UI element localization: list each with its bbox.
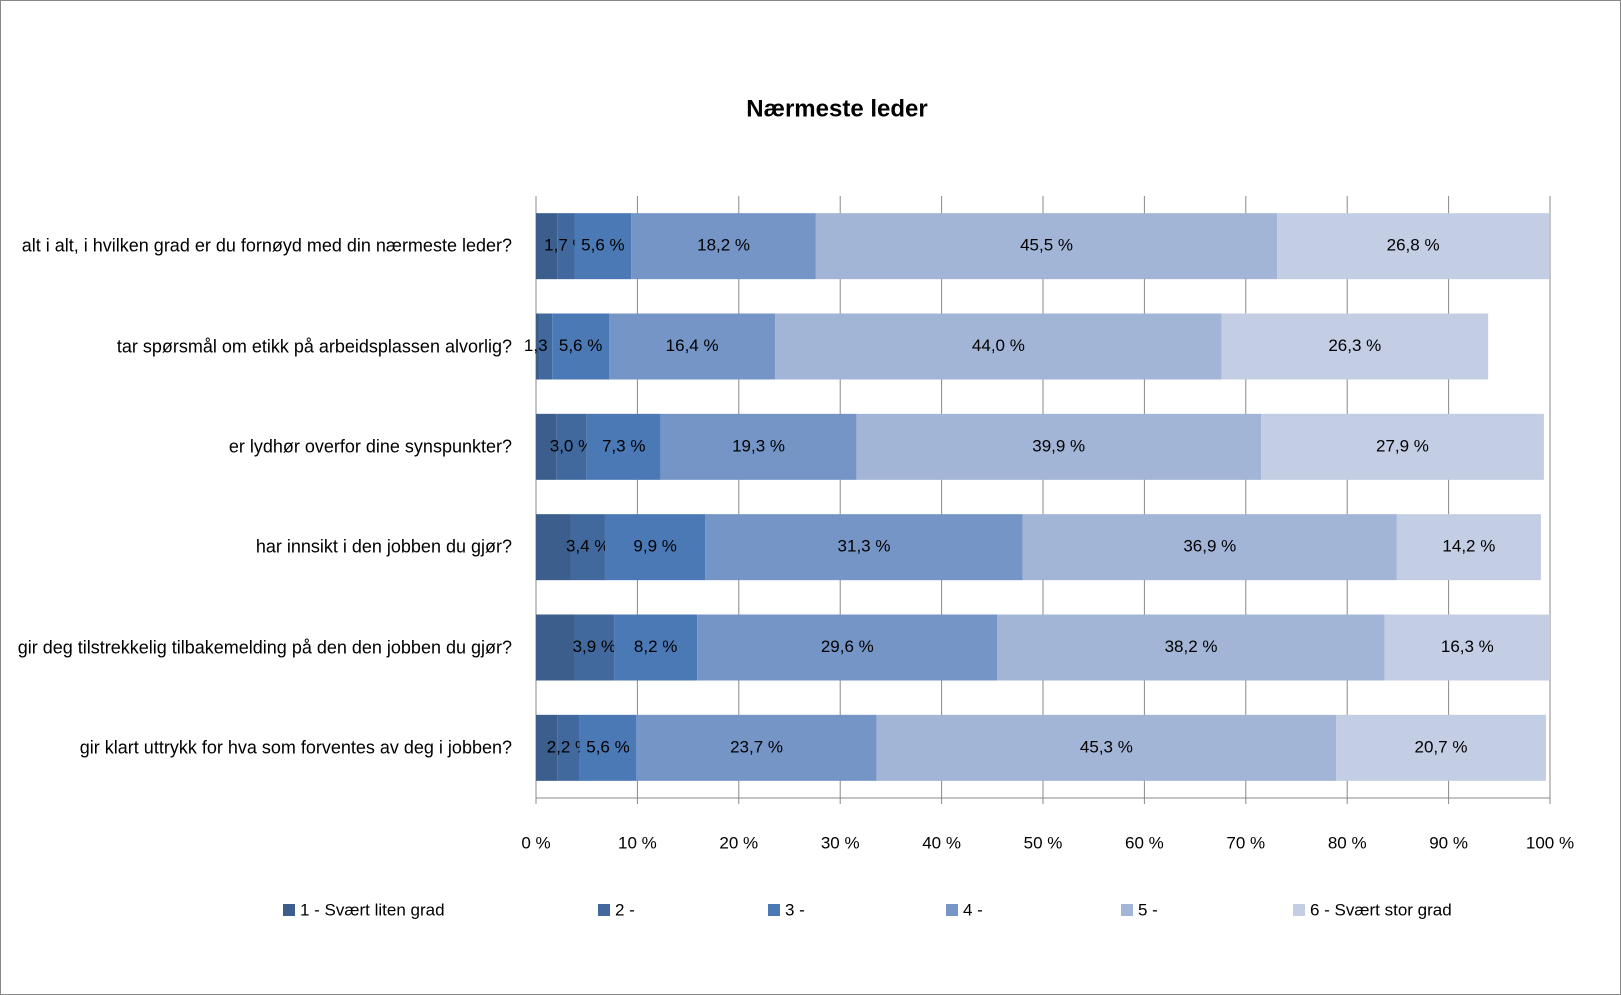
legend-swatch bbox=[598, 904, 610, 916]
category-label: har innsikt i den jobben du gjør? bbox=[255, 536, 512, 557]
data-label: 36,9 % bbox=[1183, 537, 1236, 556]
x-tick-label: 0 % bbox=[521, 833, 550, 852]
legend-label: 3 - bbox=[785, 900, 805, 919]
bar-segment bbox=[856, 413, 1262, 480]
x-tick-label: 20 % bbox=[719, 833, 758, 852]
legend-label: 4 - bbox=[963, 900, 983, 919]
data-label: 45,3 % bbox=[1080, 737, 1133, 756]
bar-segment bbox=[705, 514, 1023, 581]
data-label: 19,3 % bbox=[732, 436, 785, 455]
data-label: 16,3 % bbox=[1441, 637, 1494, 656]
data-label: 5,6 % bbox=[581, 236, 624, 255]
legend-label: 5 - bbox=[1138, 900, 1158, 919]
x-tick-label: 90 % bbox=[1429, 833, 1468, 852]
bar-segment bbox=[614, 614, 698, 681]
category-label: gir deg tilstrekkelig tilbakemelding på … bbox=[17, 637, 512, 657]
data-label: 39,9 % bbox=[1032, 436, 1085, 455]
bar-segment bbox=[604, 514, 706, 581]
legend-label: 2 - bbox=[615, 900, 635, 919]
legend-swatch bbox=[283, 904, 295, 916]
x-tick-label: 80 % bbox=[1328, 833, 1367, 852]
bar-segment bbox=[536, 614, 575, 681]
data-label: 20,7 % bbox=[1415, 737, 1468, 756]
legend-swatch bbox=[946, 904, 958, 916]
data-label: 16,4 % bbox=[666, 336, 719, 355]
bar-segment bbox=[1384, 614, 1550, 681]
x-tick-label: 70 % bbox=[1226, 833, 1265, 852]
bar-segment bbox=[539, 313, 553, 380]
bar-segment bbox=[574, 614, 615, 681]
data-label: 45,5 % bbox=[1020, 236, 1073, 255]
bar-segment bbox=[1261, 413, 1544, 480]
data-label: 3,4 % bbox=[566, 537, 609, 556]
legend-label: 1 - Svært liten grad bbox=[300, 900, 445, 919]
x-tick-label: 30 % bbox=[821, 833, 860, 852]
bar-segment bbox=[631, 213, 816, 280]
data-label: 2,2 % bbox=[547, 737, 590, 756]
data-label: 18,2 % bbox=[697, 236, 750, 255]
bar-segment bbox=[636, 714, 877, 781]
bar-segment bbox=[1022, 514, 1397, 581]
category-label: gir klart uttrykk for hva som forventes … bbox=[79, 737, 512, 758]
x-tick-label: 40 % bbox=[922, 833, 961, 852]
bar-segment bbox=[997, 614, 1385, 681]
bar-segment bbox=[1277, 213, 1549, 280]
bar-segment bbox=[552, 313, 610, 380]
data-label: 23,7 % bbox=[730, 737, 783, 756]
bar-segment bbox=[536, 413, 557, 480]
data-label: 9,9 % bbox=[633, 537, 676, 556]
data-label: 3,9 % bbox=[573, 637, 616, 656]
data-label: 29,6 % bbox=[821, 637, 874, 656]
bar-segment bbox=[536, 714, 558, 781]
data-label: 5,6 % bbox=[559, 336, 602, 355]
category-label: er lydhør overfor dine synspunkter? bbox=[228, 436, 512, 457]
chart-title: Nærmeste leder bbox=[746, 95, 927, 122]
bar-segment bbox=[697, 614, 998, 681]
bar-segment bbox=[556, 413, 587, 480]
bar-segment bbox=[1336, 714, 1546, 781]
data-label: 26,3 % bbox=[1328, 336, 1381, 355]
category-label: tar spørsmål om etikk på arbeidsplassen … bbox=[116, 336, 512, 356]
legend-swatch bbox=[1293, 904, 1305, 916]
bar-segment bbox=[775, 313, 1222, 380]
bar-segment bbox=[536, 213, 558, 280]
legend-swatch bbox=[768, 904, 780, 916]
legend-label: 6 - Svært stor grad bbox=[1310, 900, 1452, 919]
bar-segment bbox=[876, 714, 1337, 781]
legend-swatch bbox=[1121, 904, 1133, 916]
bar-segment bbox=[586, 413, 661, 480]
data-label: 14,2 % bbox=[1442, 537, 1495, 556]
data-label: 8,2 % bbox=[634, 637, 677, 656]
data-label: 26,8 % bbox=[1387, 236, 1440, 255]
data-label: 38,2 % bbox=[1165, 637, 1218, 656]
bar-segment bbox=[570, 514, 605, 581]
bar-segment bbox=[815, 213, 1278, 280]
bar-segment bbox=[574, 213, 632, 280]
x-tick-label: 100 % bbox=[1526, 833, 1574, 852]
data-label: 3,0 % bbox=[550, 436, 593, 455]
data-label: 5,6 % bbox=[586, 737, 629, 756]
bar-segment bbox=[536, 313, 540, 380]
bar-segment bbox=[557, 213, 575, 280]
x-tick-label: 10 % bbox=[618, 833, 657, 852]
bar-segment bbox=[1221, 313, 1489, 380]
bar-segment bbox=[609, 313, 776, 380]
data-label: 44,0 % bbox=[972, 336, 1025, 355]
bar-segment bbox=[536, 514, 571, 581]
bar-segment bbox=[1396, 514, 1541, 581]
x-tick-label: 60 % bbox=[1125, 833, 1164, 852]
data-label: 27,9 % bbox=[1376, 436, 1429, 455]
bar-segment bbox=[660, 413, 857, 480]
data-label: 7,3 % bbox=[602, 436, 645, 455]
category-label: alt i alt, i hvilken grad er du fornøyd … bbox=[21, 235, 512, 256]
x-tick-label: 50 % bbox=[1024, 833, 1063, 852]
data-label: 31,3 % bbox=[838, 537, 891, 556]
bar-segment bbox=[557, 714, 580, 781]
bar-segment bbox=[579, 714, 637, 781]
